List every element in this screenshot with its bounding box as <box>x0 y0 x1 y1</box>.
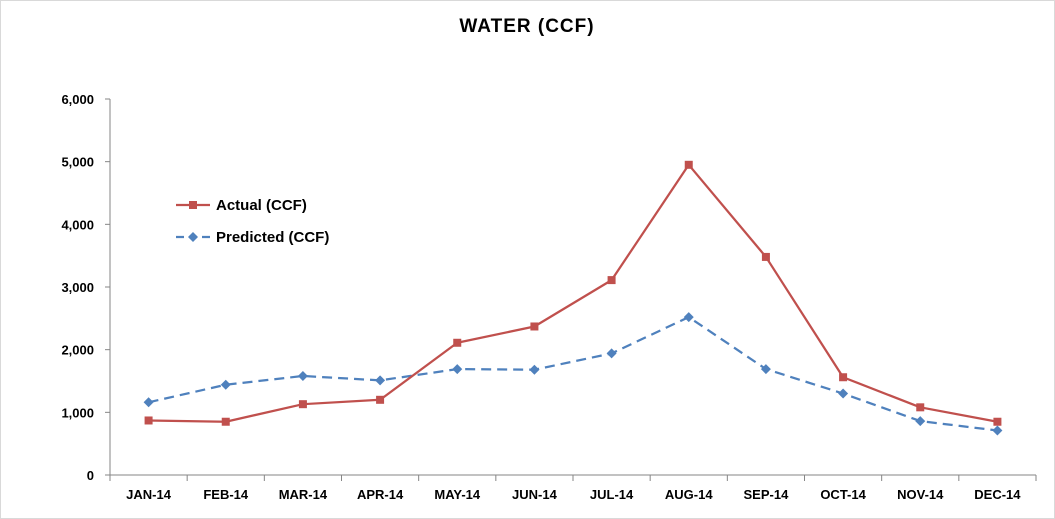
data-point <box>838 388 849 399</box>
data-point <box>992 425 1003 436</box>
legend-marker <box>189 201 197 209</box>
data-point <box>529 364 540 375</box>
legend-item: Predicted (CCF) <box>176 229 329 246</box>
data-point <box>297 370 308 381</box>
y-tick-label: 3,000 <box>61 280 94 295</box>
data-point <box>916 403 925 412</box>
chart-title: WATER (CCF) <box>459 16 594 37</box>
legend-label: Predicted (CCF) <box>216 229 329 246</box>
x-tick-label: AUG-14 <box>665 487 713 502</box>
data-point <box>298 400 307 409</box>
x-tick-label: DEC-14 <box>974 487 1021 502</box>
data-point <box>683 312 694 323</box>
x-tick-label: SEP-14 <box>744 487 790 502</box>
x-tick-label: MAY-14 <box>434 487 481 502</box>
x-tick-label: OCT-14 <box>820 487 866 502</box>
data-point <box>839 373 848 382</box>
data-point <box>607 276 616 285</box>
data-point <box>684 160 693 169</box>
data-point <box>993 417 1002 426</box>
series-line <box>148 163 998 423</box>
x-tick-label: NOV-14 <box>897 487 944 502</box>
series-predicted <box>143 312 1003 436</box>
data-point <box>143 397 154 408</box>
data-point <box>221 417 230 426</box>
tick-labels: 0 1,000 2,000 3,000 4,000 5,000 6,000 JAN-14 FEB… <box>61 92 1021 502</box>
data-point <box>530 322 539 331</box>
y-tick-label: 2,000 <box>61 343 94 358</box>
x-tick-label: FEB-14 <box>203 487 249 502</box>
data-point <box>761 252 770 261</box>
data-point <box>375 375 386 386</box>
data-point <box>915 416 926 427</box>
y-tick-label: 1,000 <box>61 405 94 420</box>
legend-marker <box>188 232 198 242</box>
series-line <box>148 315 998 432</box>
series-layer <box>143 160 1003 436</box>
x-tick-label: APR-14 <box>357 487 404 502</box>
data-point <box>453 338 462 347</box>
y-tick-label: 5,000 <box>61 155 94 170</box>
x-tick-label: MAR-14 <box>279 487 328 502</box>
x-tick-label: JUL-14 <box>590 487 634 502</box>
y-tick-label: 4,000 <box>61 217 94 232</box>
legend: Actual (CCF) Predicted (CCF) <box>176 197 329 246</box>
y-tick-label: 0 <box>87 468 94 483</box>
data-point <box>376 395 385 404</box>
legend-item: Actual (CCF) <box>176 197 307 214</box>
data-point <box>606 348 617 359</box>
data-point <box>452 364 463 375</box>
legend-label: Actual (CCF) <box>216 197 307 214</box>
axes <box>105 98 1037 481</box>
x-tick-label: JAN-14 <box>126 487 172 502</box>
series-actual <box>144 160 1002 426</box>
y-tick-label: 6,000 <box>61 92 94 107</box>
data-point <box>220 379 231 390</box>
data-point <box>760 364 771 375</box>
data-point <box>144 416 153 425</box>
x-tick-label: JUN-14 <box>512 487 558 502</box>
